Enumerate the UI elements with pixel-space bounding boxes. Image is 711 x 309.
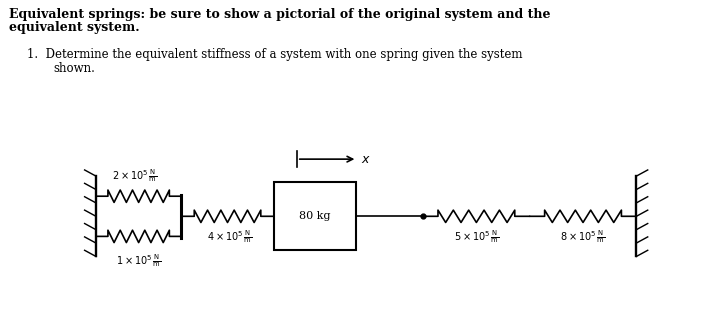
Text: $8 \times 10^5\,\frac{\mathrm{N}}{\mathrm{m}}$: $8 \times 10^5\,\frac{\mathrm{N}}{\mathr… — [560, 228, 606, 245]
Text: 80 kg: 80 kg — [299, 211, 331, 221]
Text: $5 \times 10^5\,\frac{\mathrm{N}}{\mathrm{m}}$: $5 \times 10^5\,\frac{\mathrm{N}}{\mathr… — [454, 228, 499, 245]
Text: $x$: $x$ — [360, 153, 370, 166]
Text: shown.: shown. — [53, 62, 95, 75]
Text: Equivalent springs: be sure to show a pictorial of the original system and the: Equivalent springs: be sure to show a pi… — [9, 8, 550, 21]
Text: $2 \times 10^5\,\frac{\mathrm{N}}{\mathrm{m}}$: $2 \times 10^5\,\frac{\mathrm{N}}{\mathr… — [112, 168, 157, 184]
Text: 1.  Determine the equivalent stiffness of a system with one spring given the sys: 1. Determine the equivalent stiffness of… — [27, 48, 523, 61]
Text: $1 \times 10^5\,\frac{\mathrm{N}}{\mathrm{m}}$: $1 \times 10^5\,\frac{\mathrm{N}}{\mathr… — [116, 252, 161, 269]
Bar — [274, 182, 356, 250]
Text: $4 \times 10^5\,\frac{\mathrm{N}}{\mathrm{m}}$: $4 \times 10^5\,\frac{\mathrm{N}}{\mathr… — [207, 228, 252, 245]
Text: equivalent system.: equivalent system. — [9, 21, 139, 34]
